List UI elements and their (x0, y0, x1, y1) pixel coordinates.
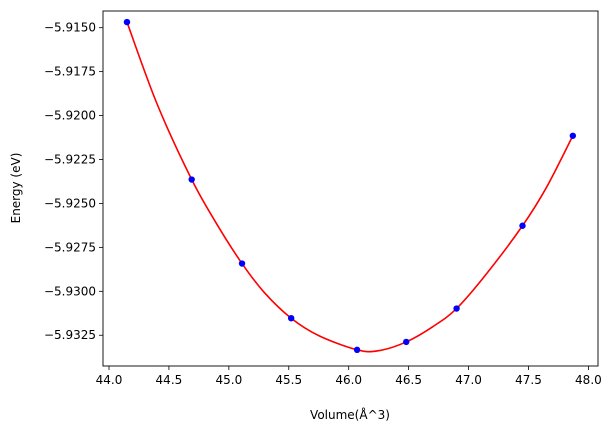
data-point (519, 222, 526, 229)
x-axis-ticks: 44.0 44.5 45.0 45.5 46.0 46.5 47.0 47.5 48.0 (96, 366, 602, 387)
data-point (453, 305, 460, 312)
x-tick-label: 44.5 (156, 373, 183, 387)
data-point (403, 338, 410, 346)
x-tick-label: 44.0 (96, 373, 123, 387)
data-point (569, 132, 577, 139)
plot-area (102, 10, 599, 367)
data-points (123, 18, 577, 354)
x-tick-label: 45.0 (215, 373, 242, 387)
y-tick-label: −5.9225 (44, 153, 96, 167)
fit-curve (126, 21, 574, 353)
y-tick-label: −5.9175 (44, 65, 96, 79)
x-tick-label: 46.5 (395, 373, 422, 387)
y-tick-label: −5.9275 (44, 240, 96, 254)
y-tick-label: −5.9300 (44, 284, 96, 298)
data-point (353, 346, 361, 354)
x-tick-label: 46.0 (335, 373, 362, 387)
data-point (123, 18, 131, 26)
data-point (188, 176, 195, 183)
x-tick-label: 47.0 (455, 373, 482, 387)
x-tick-label: 45.5 (275, 373, 302, 387)
axes-frame (102, 10, 599, 367)
y-axis-ticks: −5.9150 −5.9175 −5.9200 −5.9225 −5.9250 −5.92… (44, 21, 103, 342)
data-point (287, 314, 295, 322)
x-tick-label: 48.0 (575, 373, 602, 387)
x-tick-label: 47.5 (515, 373, 542, 387)
data-point (238, 260, 246, 267)
y-tick-label: −5.9150 (44, 21, 96, 35)
y-tick-label: −5.9200 (44, 109, 96, 123)
y-tick-label: −5.9325 (44, 328, 96, 342)
x-axis-label: Volume(Å^3) (310, 407, 390, 422)
y-tick-label: −5.9250 (44, 196, 96, 210)
y-axis-label: Energy (eV) (9, 153, 23, 224)
